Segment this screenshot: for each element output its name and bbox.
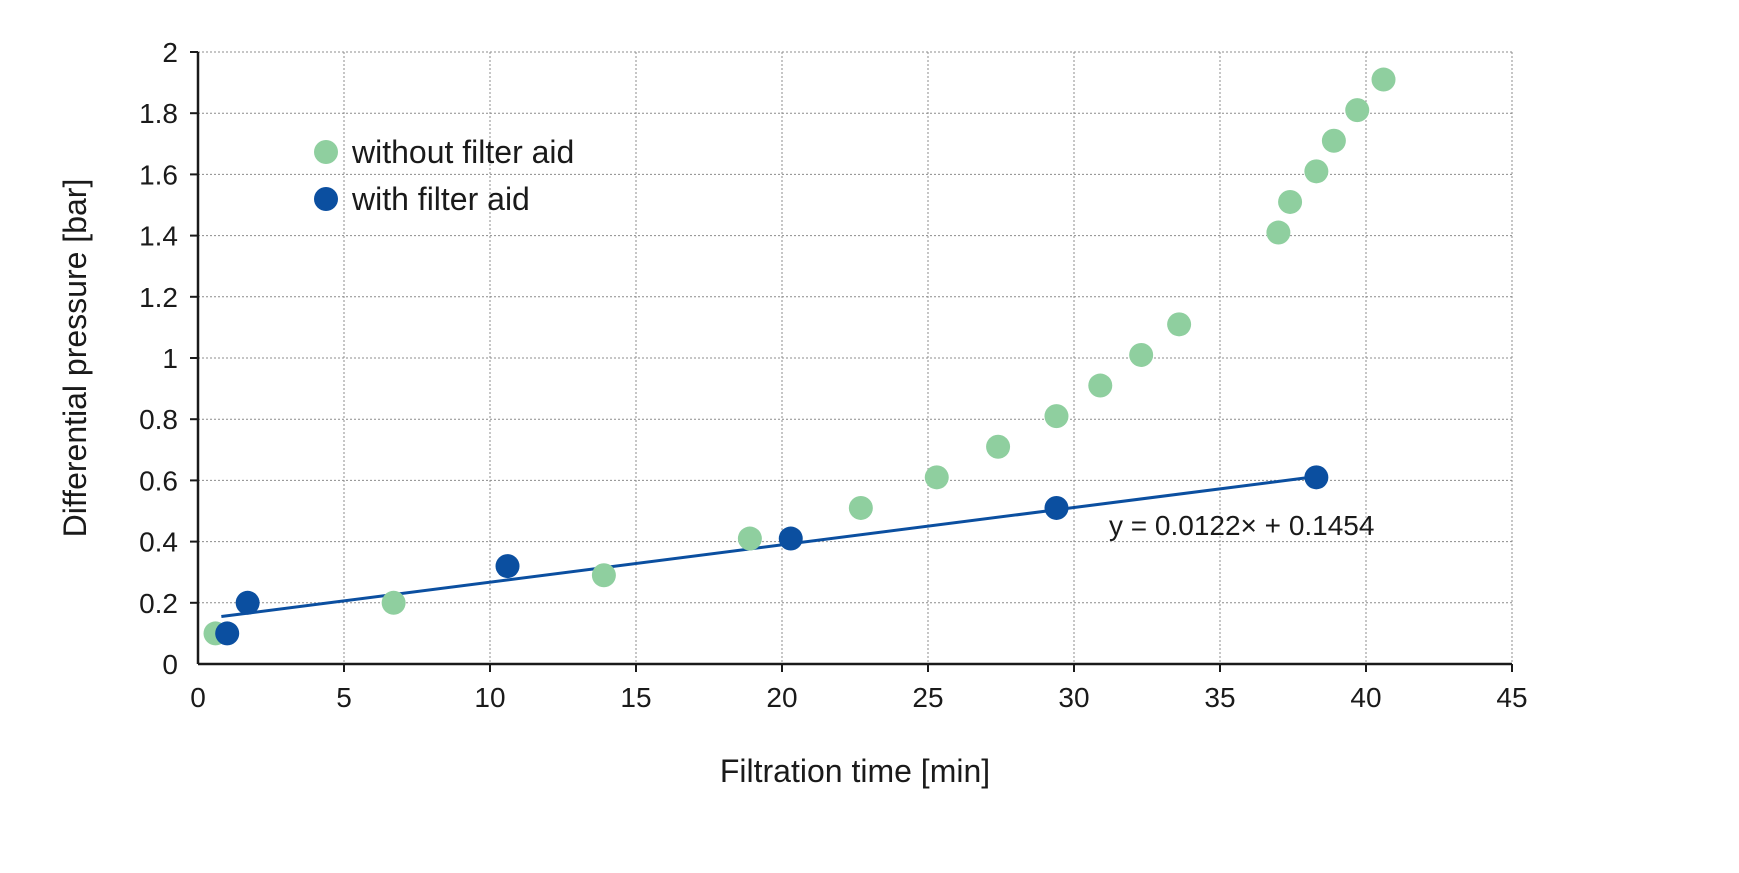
data-point-with-filter-aid — [495, 554, 520, 579]
data-point-without-filter-aid — [1129, 342, 1154, 367]
y-tick-label: 0.6 — [139, 465, 178, 496]
x-tick-label: 10 — [474, 682, 505, 713]
x-tick-label: 20 — [766, 682, 797, 713]
data-point-without-filter-aid — [591, 563, 616, 588]
data-point-with-filter-aid — [1304, 465, 1329, 490]
data-point-without-filter-aid — [1345, 98, 1370, 123]
y-tick-label: 1.8 — [139, 98, 178, 129]
x-tick-label: 30 — [1058, 682, 1089, 713]
trendline — [221, 475, 1317, 619]
legend-label-without-filter-aid: without filter aid — [351, 134, 574, 170]
data-point-without-filter-aid — [1304, 159, 1329, 184]
y-tick-label: 1.4 — [139, 221, 178, 252]
data-point-without-filter-aid — [1278, 189, 1303, 214]
data-point-without-filter-aid — [1167, 312, 1192, 337]
x-tick-label: 40 — [1350, 682, 1381, 713]
legend-marker-without-filter-aid — [314, 140, 338, 164]
data-point-without-filter-aid — [1266, 220, 1291, 245]
data-point-without-filter-aid — [848, 495, 873, 520]
data-point-with-filter-aid — [1044, 495, 1069, 520]
data-point-with-filter-aid — [235, 590, 260, 615]
x-axis-ticks: 0 5 10 15 20 25 30 35 40 45 — [190, 664, 1528, 713]
legend-marker-with-filter-aid — [314, 187, 338, 211]
x-tick-label: 15 — [620, 682, 651, 713]
y-tick-label: 0.2 — [139, 588, 178, 619]
x-tick-label: 0 — [190, 682, 206, 713]
y-tick-label: 2 — [162, 37, 178, 68]
y-tick-label: 0.4 — [139, 527, 178, 558]
x-tick-label: 25 — [912, 682, 943, 713]
x-tick-label: 5 — [336, 682, 352, 713]
data-point-without-filter-aid — [1371, 67, 1396, 92]
y-tick-label: 0 — [162, 649, 178, 680]
data-point-without-filter-aid — [1321, 128, 1346, 153]
y-axis-title: Differential pressure [bar] — [57, 179, 93, 538]
trendline-equation: y = 0.0122× + 0.1454 — [1109, 510, 1374, 541]
y-tick-label: 0.8 — [139, 404, 178, 435]
y-tick-label: 1.6 — [139, 159, 178, 190]
data-point-without-filter-aid — [1044, 404, 1069, 429]
legend: without filter aid with filter aid — [314, 134, 574, 217]
y-tick-label: 1.2 — [139, 282, 178, 313]
data-point-with-filter-aid — [215, 621, 240, 646]
data-point-with-filter-aid — [778, 526, 803, 551]
y-tick-label: 1 — [162, 343, 178, 374]
x-tick-label: 35 — [1204, 682, 1235, 713]
x-tick-label: 45 — [1496, 682, 1527, 713]
data-point-without-filter-aid — [737, 526, 762, 551]
data-point-without-filter-aid — [381, 590, 406, 615]
data-point-without-filter-aid — [986, 434, 1011, 459]
grid — [198, 51, 1513, 664]
data-points — [203, 67, 1396, 646]
y-axis-ticks: 0 0.2 0.4 0.6 0.8 1 1.2 1.4 1.6 1.8 2 — [139, 37, 198, 680]
x-axis-title: Filtration time [min] — [720, 753, 990, 789]
data-point-without-filter-aid — [924, 465, 949, 490]
data-point-without-filter-aid — [1088, 373, 1113, 398]
trendline-group — [221, 475, 1317, 619]
legend-label-with-filter-aid: with filter aid — [351, 181, 530, 217]
